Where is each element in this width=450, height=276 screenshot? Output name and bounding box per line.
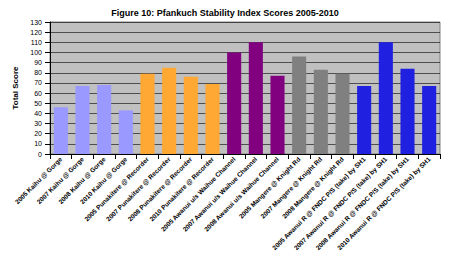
svg-text:Figure 10: Pfankuch Stability: Figure 10: Pfankuch Stability Index Scor…	[111, 8, 339, 18]
svg-text:2007 Kaihu @ Gorge: 2007 Kaihu @ Gorge	[35, 155, 85, 206]
svg-text:2005 Awanui u/s Waihue Channel: 2005 Awanui u/s Waihue Channel	[159, 155, 236, 232]
svg-text:2008 Punakitere @ Recorder: 2008 Punakitere @ Recorder	[126, 155, 194, 223]
svg-text:40: 40	[34, 110, 42, 117]
svg-text:130: 130	[30, 19, 42, 26]
svg-text:Total Score: Total Score	[11, 66, 20, 110]
svg-text:50: 50	[34, 100, 42, 107]
svg-text:120: 120	[30, 29, 42, 36]
svg-text:0: 0	[38, 151, 42, 158]
svg-text:10: 10	[34, 140, 42, 147]
svg-text:60: 60	[34, 90, 42, 97]
svg-text:2005 Punakitere @ Recorder: 2005 Punakitere @ Recorder	[83, 155, 150, 223]
svg-text:2008 Mangere @ Knight Rd: 2008 Mangere @ Knight Rd	[280, 155, 345, 220]
svg-text:30: 30	[34, 120, 42, 127]
svg-text:2007 Punakitere @ Recorder: 2007 Punakitere @ Recorder	[104, 155, 172, 223]
svg-text:70: 70	[34, 79, 42, 86]
svg-text:2005 Mangere @ Knight Rd: 2005 Mangere @ Knight Rd	[237, 155, 302, 220]
svg-text:2005 Awanui R @ FNDC P/S (take: 2005 Awanui R @ FNDC P/S (take) by SH1	[270, 155, 367, 252]
svg-text:80: 80	[34, 69, 42, 76]
svg-text:2010 Kaihu @ Gorge: 2010 Kaihu @ Gorge	[78, 155, 129, 206]
svg-text:2010 Punakitere @ Recorder: 2010 Punakitere @ Recorder	[148, 155, 215, 223]
svg-text:2008 Awanui u/s Waihue Channel: 2008 Awanui u/s Waihue Channel	[203, 155, 280, 232]
svg-text:2008 Awanui R @ FNDC P/S (take: 2008 Awanui R @ FNDC P/S (take) by SH1	[314, 155, 411, 252]
svg-text:2007 Awanui R @ FNDC P/S (take: 2007 Awanui R @ FNDC P/S (take) by SH1	[293, 155, 390, 252]
svg-text:2007 Mangere @ Knight Rd: 2007 Mangere @ Knight Rd	[259, 155, 324, 220]
svg-text:100: 100	[30, 49, 42, 56]
svg-text:2010 Awanui R @ FNDC P/S (take: 2010 Awanui R @ FNDC P/S (take) by SH1	[336, 155, 433, 252]
svg-text:2008 Kaihu @ Gorge: 2008 Kaihu @ Gorge	[57, 155, 107, 206]
svg-text:2007 Awanui u/s Waihue Channel: 2007 Awanui u/s Waihue Channel	[181, 155, 258, 232]
svg-text:20: 20	[34, 130, 42, 137]
svg-text:90: 90	[34, 59, 42, 66]
svg-text:110: 110	[31, 39, 42, 46]
svg-text:2005 Kaihu @ Gorge: 2005 Kaihu @ Gorge	[13, 155, 64, 206]
